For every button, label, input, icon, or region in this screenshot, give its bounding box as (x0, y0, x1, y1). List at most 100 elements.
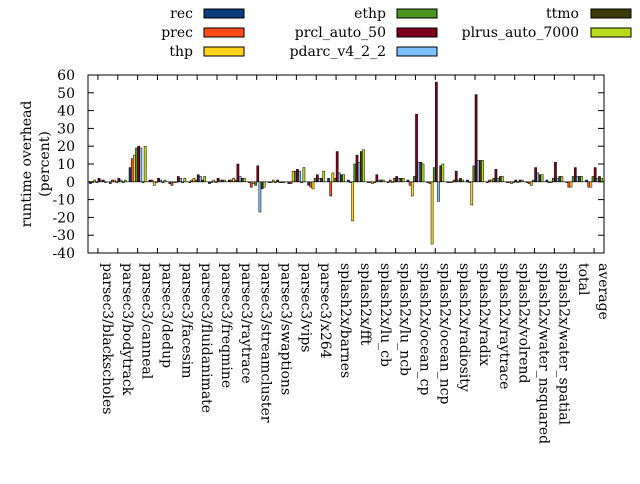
bars (89, 81, 603, 245)
bar-thp-splash2x/ocean_cp (410, 181, 414, 197)
bar-plrus_auto_7000-parsec3/x264 (322, 170, 326, 183)
bar-ttmo-total (578, 176, 581, 183)
bar-ttmo-parsec3/streamcluster (260, 181, 264, 190)
bar-prcl_auto_50-parsec3/fluidanimate (196, 174, 200, 183)
y-tick-label: 20 (57, 139, 75, 155)
x-tick-label: splash2x/volrend (516, 263, 532, 384)
bar-pdarc_v4_2_2-splash2x/ocean_ncp (437, 181, 440, 202)
bar-prcl_auto_50-splash2x/radiosity (454, 170, 458, 183)
bar-ttmo-splash2x/radix (479, 160, 482, 183)
x-tick-label: splash2x/radix (476, 263, 492, 366)
bar-plrus_auto_7000-splash2x/lu_ncb (401, 177, 405, 183)
bar-prcl_auto_50-parsec3/freqmine (216, 177, 220, 183)
x-tick-label: total (575, 263, 591, 296)
y-axis-label-line: (percent) (37, 131, 53, 197)
bar-ethp-total (571, 176, 575, 183)
y-axis-label-line: runtime overhead (19, 101, 35, 228)
x-tick-label: splash2x/fft (357, 263, 373, 346)
bar-thp-splash2x/barnes (331, 172, 335, 183)
y-tick-label: -40 (52, 246, 75, 262)
bar-ethp-parsec3/x264 (313, 177, 317, 183)
bar-prcl_auto_50-parsec3/blackscholes (97, 177, 101, 183)
bar-prcl_auto_50-splash2x/ocean_ncp (435, 81, 438, 183)
bar-prec-parsec3/facesim (170, 181, 174, 186)
bar-ttmo-average (598, 176, 601, 183)
y-tick-label: 50 (57, 86, 75, 102)
x-tick-label: parsec3/raytrace (238, 263, 254, 384)
bar-thp-parsec3/raytrace (232, 177, 235, 183)
bar-prec-parsec3/streamcluster (249, 181, 253, 188)
bar-ttmo-splash2x/lu_ncb (399, 177, 403, 183)
x-tick-label: splash2x/raytrace (496, 263, 512, 389)
y-tick-label: -10 (52, 193, 75, 209)
bar-pdarc_v4_2_2-parsec3/vips (298, 170, 301, 183)
bar-ethp-average (591, 176, 595, 183)
bar-pdarc_v4_2_2-parsec3/facesim (179, 177, 182, 183)
bar-plrus_auto_7000-splash2x/fft (362, 149, 365, 183)
bar-prcl_auto_50-splash2x/radix (474, 94, 478, 183)
bar-ttmo-splash2x/barnes (340, 174, 343, 183)
legend-swatch (203, 27, 245, 38)
x-tick-label: splash2x/lu_cb (377, 263, 393, 367)
bar-pdarc_v4_2_2-parsec3/fluidanimate (199, 176, 202, 183)
x-tick-label: parsec3/x264 (317, 263, 333, 359)
bar-plrus_auto_7000-splash2x/ocean_cp (421, 163, 425, 183)
legend-label: plrus_auto_7000 (462, 25, 579, 41)
x-tick-label: parsec3/dedup (158, 263, 174, 368)
bar-ethp-parsec3/streamcluster (254, 181, 257, 186)
bar-thp-splash2x/water_nsquared (529, 181, 533, 186)
axes (87, 74, 605, 254)
bar-plrus_auto_7000-parsec3/fluidanimate (203, 176, 207, 183)
y-tick-label: 60 (57, 68, 75, 84)
legend-swatch (203, 8, 245, 19)
bar-pdarc_v4_2_2-splash2x/water_nsquared (536, 172, 540, 183)
bar-ttmo-splash2x/water_nsquared (538, 174, 542, 183)
bar-prcl_auto_50-parsec3/bodytrack (117, 177, 121, 183)
y-tick-label: 40 (57, 104, 75, 120)
bar-pdarc_v4_2_2-splash2x/fft (357, 161, 361, 183)
legend-label: prcl_auto_50 (295, 25, 386, 41)
bar-prcl_auto_50-total (573, 167, 577, 183)
bar-pdarc_v4_2_2-splash2x/barnes (337, 172, 341, 183)
bar-prcl_auto_50-splash2x/raytrace (494, 169, 498, 183)
bar-prcl_auto_50-parsec3/dedup (157, 177, 160, 183)
bar-pdarc_v4_2_2-parsec3/streamcluster (258, 181, 262, 213)
legend-label: prec (161, 25, 193, 41)
y-tick-label: 0 (66, 175, 75, 191)
bar-prcl_auto_50-parsec3/facesim (177, 176, 180, 183)
bar-thp-splash2x/radix (470, 181, 474, 206)
bar-pdarc_v4_2_2-splash2x/ocean_cp (417, 161, 421, 183)
bar-prcl_auto_50-splash2x/lu_cb (375, 174, 379, 183)
x-tick-label: parsec3/facesim (178, 263, 194, 379)
bar-prec-splash2x/ocean_cp (408, 181, 412, 186)
bar-plrus_auto_7000-splash2x/raytrace (501, 176, 504, 183)
plot-frame (87, 74, 605, 254)
bar-plrus_auto_7000-parsec3/vips (302, 167, 306, 183)
x-tick-label: splash2x/radiosity (456, 263, 472, 392)
legend-swatch (203, 46, 245, 57)
bar-rec-parsec3/x264 (307, 181, 311, 186)
bar-ethp-splash2x/ocean_cp (413, 176, 416, 183)
bar-prcl_auto_50-splash2x/lu_ncb (395, 176, 399, 183)
x-tick-label: splash2x/water_nsquared (536, 263, 552, 444)
bar-prec-average (587, 181, 591, 188)
bar-ethp-parsec3/vips (293, 170, 297, 183)
bar-rec-splash2x/barnes (327, 177, 330, 183)
bar-thp-splash2x/ocean_ncp (430, 181, 434, 245)
y-tick-label: 30 (57, 121, 75, 137)
bar-plrus_auto_7000-average (600, 177, 603, 183)
y-axis-label: runtime overhead (percent) (19, 101, 53, 228)
bar-pdarc_v4_2_2-parsec3/canneal (139, 147, 143, 183)
bar-pdarc_v4_2_2-average (595, 177, 599, 183)
x-tick-label: splash2x/ocean_cp (416, 263, 432, 395)
bar-prcl_auto_50-parsec3/x264 (315, 174, 319, 183)
y-tick-label: -30 (52, 228, 75, 244)
x-tick-label: splash2x/lu_ncb (397, 263, 413, 376)
bar-plrus_auto_7000-splash2x/water_spatial (560, 176, 564, 183)
bar-ttmo-splash2x/ocean_cp (419, 161, 423, 183)
legend-label: ethp (354, 6, 386, 22)
bar-prcl_auto_50-average (593, 167, 597, 183)
bar-plrus_auto_7000-parsec3/facesim (183, 177, 187, 183)
